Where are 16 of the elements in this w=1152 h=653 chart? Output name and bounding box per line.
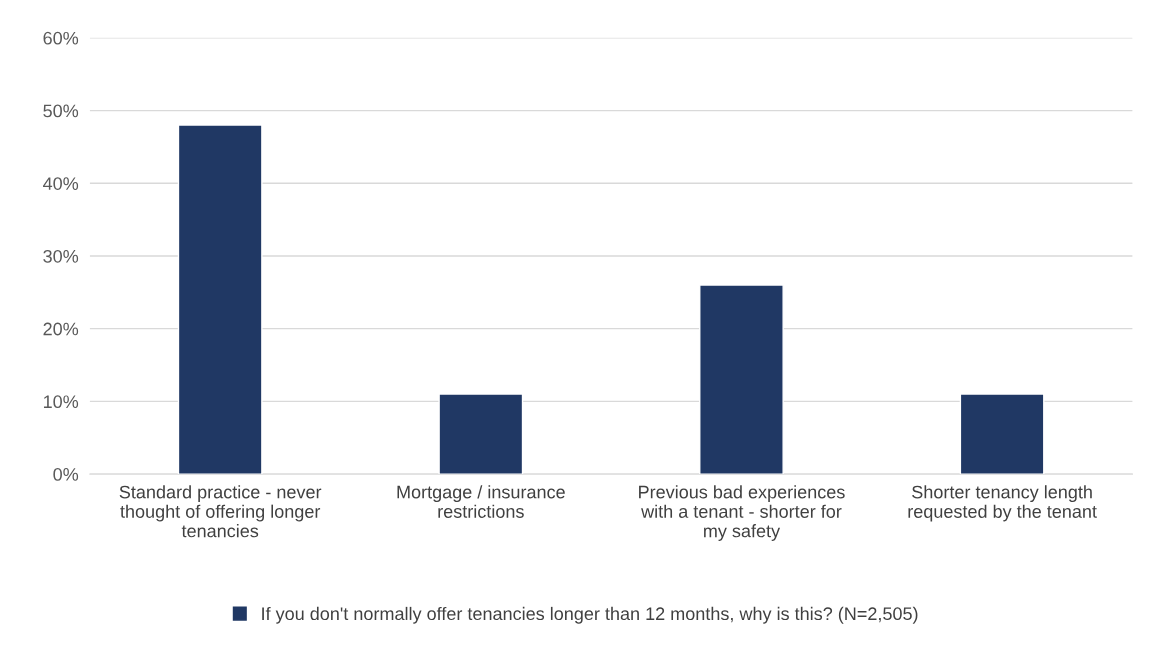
legend-label: If you don't normally offer tenancies longer than 12 months, why is this? (N=2,505) (262, 606, 918, 624)
y-tick-label: 40% (43, 177, 79, 190)
y-tick-label: 50% (43, 104, 79, 118)
x-tick-label: Mortgage / insurance restrictions (397, 485, 565, 518)
y-tick-label: 30% (43, 249, 79, 263)
y-tick-label: 20% (43, 322, 79, 336)
bar (699, 284, 784, 475)
y-tick-label: 0% (53, 468, 79, 481)
x-tick-label: Shorter tenancy length requested by the tenant (908, 485, 1097, 522)
y-tick-label: 10% (43, 395, 79, 409)
bar (177, 124, 263, 475)
bar (959, 393, 1045, 475)
x-tick-label: Standard practice - never thought of offering longer tenancies (119, 485, 322, 538)
y-tick-label: 60% (43, 31, 79, 45)
x-tick-label: Previous bad experiences with a tenant - shorter for my safety (639, 485, 845, 541)
bar (438, 393, 524, 475)
